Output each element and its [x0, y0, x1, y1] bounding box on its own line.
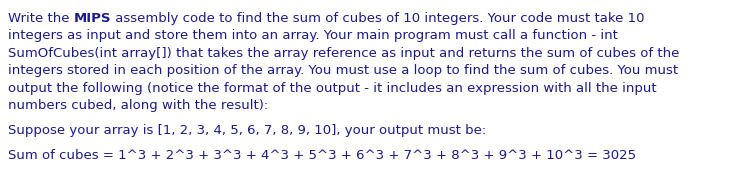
- Text: Sum of cubes = 1^3 + 2^3 + 3^3 + 4^3 + 5^3 + 6^3 + 7^3 + 8^3 + 9^3 + 10^3 = 3025: Sum of cubes = 1^3 + 2^3 + 3^3 + 4^3 + 5…: [8, 148, 636, 162]
- Text: SumOfCubes(int array[]) that takes the array reference as input and returns the : SumOfCubes(int array[]) that takes the a…: [8, 47, 680, 60]
- Text: integers stored in each position of the array. You must use a loop to find the s: integers stored in each position of the …: [8, 65, 678, 77]
- Text: assembly code to find the sum of cubes of 10 integers. Your code must take 10: assembly code to find the sum of cubes o…: [111, 12, 645, 25]
- Text: integers as input and store them into an array. Your main program must call a fu: integers as input and store them into an…: [8, 30, 618, 42]
- Text: Write the: Write the: [8, 12, 74, 25]
- Text: numbers cubed, along with the result):: numbers cubed, along with the result):: [8, 99, 268, 113]
- Text: MIPS: MIPS: [74, 12, 111, 25]
- Text: output the following (notice the format of the output - it includes an expressio: output the following (notice the format …: [8, 82, 657, 95]
- Text: Suppose your array is [1, 2, 3, 4, 5, 6, 7, 8, 9, 10], your output must be:: Suppose your array is [1, 2, 3, 4, 5, 6,…: [8, 124, 486, 137]
